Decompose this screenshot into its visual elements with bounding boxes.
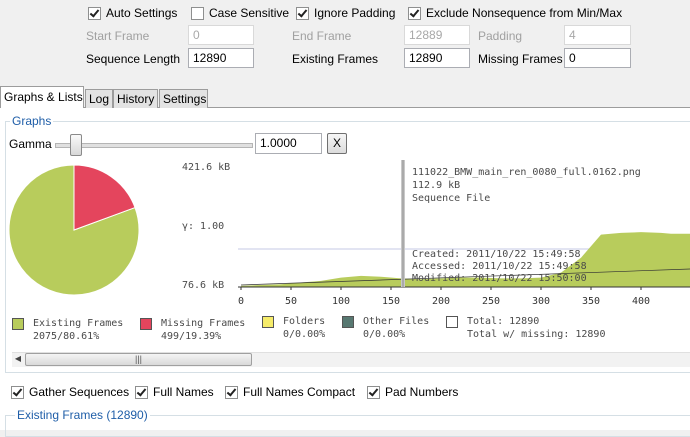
start-frame-field[interactable]: 0 [188, 25, 254, 45]
pie-chart [8, 164, 140, 296]
existing-frames-group-title: Existing Frames (12890) [15, 408, 150, 422]
ignore-padding-label: Ignore Padding [314, 6, 396, 20]
legend-missing-label: Missing Frames [161, 318, 246, 329]
legend-folders-value: 0/0.00% [283, 329, 326, 340]
gamma-value-field[interactable]: 1.0000 [255, 133, 322, 154]
full-names-label: Full Names [153, 385, 214, 399]
tab-strip-border [0, 107, 690, 108]
missing-frames-swatch [140, 318, 152, 330]
start-frame-label: Start Frame [86, 29, 150, 43]
total-swatch [446, 316, 458, 328]
scroll-left-arrow-icon[interactable]: ◀ [14, 354, 22, 363]
graphs-group-title: Graphs [10, 114, 54, 128]
ignore-padding-checkbox[interactable] [296, 7, 309, 20]
existing-frames-swatch [12, 318, 24, 330]
y-axis-top-label: 421.6 kB [182, 162, 231, 173]
scroll-thumb[interactable]: ||| [25, 353, 252, 366]
existing-frames-label: Existing Frames [292, 52, 379, 66]
gather-sequences-label: Gather Sequences [29, 385, 130, 399]
trend-line [240, 268, 690, 286]
x-tick-label: 200 [432, 296, 450, 307]
file-info-name: 111022_BMW_main_ren_0080_full.0162.png [412, 167, 641, 178]
pie-slice-missing-frames [73, 164, 136, 231]
file-info-type: Sequence File [412, 193, 491, 204]
file-info-size: 112.9 kB [412, 180, 461, 191]
exclude-nonsequence-checkbox[interactable] [408, 7, 421, 20]
auto-settings-label: Auto Settings [106, 6, 178, 20]
file-info-created: Created: 2011/10/22 15:49:58 [412, 249, 581, 260]
end-frame-field[interactable]: 12889 [404, 25, 470, 45]
legend-total-label: Total: 12890 [467, 316, 540, 327]
x-tick-label: 400 [632, 296, 650, 307]
file-info-modified: Modified: 2011/10/22 15:50:00 [412, 273, 587, 284]
full-names-compact-label: Full Names Compact [243, 385, 356, 399]
legend-other-label: Other Files [363, 316, 430, 327]
file-dates-panel: Created: 2011/10/22 15:49:58 Accessed: 2… [412, 249, 587, 285]
exclude-nonsequence-label: Exclude Nonsequence from Min/Max [426, 6, 623, 20]
full-names-checkbox[interactable] [135, 386, 148, 399]
gamma-label: Gamma [9, 137, 52, 151]
sequence-length-label: Sequence Length [86, 52, 181, 66]
other-files-swatch [342, 316, 354, 328]
pad-numbers-label: Pad Numbers [385, 385, 459, 399]
legend-existing-label: Existing Frames [33, 318, 124, 329]
x-tick-label: 100 [332, 296, 350, 307]
missing-frames-label: Missing Frames [478, 52, 563, 66]
end-frame-label: End Frame [292, 29, 352, 43]
legend-existing-value: 2075/80.61% [33, 331, 100, 342]
graphs-group-box [5, 121, 690, 373]
pad-numbers-checkbox[interactable] [367, 386, 380, 399]
gamma-indicator-label: γ: 1.00 [182, 221, 225, 232]
legend-total-value: Total w/ missing: 12890 [467, 329, 606, 340]
padding-label: Padding [478, 29, 523, 43]
file-info-accessed: Accessed: 2011/10/22 15:49:58 [412, 261, 587, 272]
padding-field[interactable]: 4 [564, 25, 631, 45]
tab-log[interactable]: Log [85, 89, 113, 108]
y-axis-bottom-label: 76.6 kB [182, 280, 225, 291]
full-names-compact-checkbox[interactable] [225, 386, 238, 399]
file-size-chart[interactable]: 0 50 100 150 200 250 300 350 400 [238, 160, 690, 312]
gamma-slider-handle[interactable] [70, 134, 82, 156]
sequence-length-field[interactable]: 12890 [188, 48, 254, 68]
x-tick-label: 350 [582, 296, 600, 307]
folders-swatch [262, 316, 274, 328]
x-tick-label: 250 [482, 296, 500, 307]
legend-other-value: 0/0.00% [363, 329, 406, 340]
x-tick-label: 0 [238, 296, 244, 307]
missing-frames-field[interactable]: 0 [564, 48, 631, 68]
file-info-panel: 111022_BMW_main_ren_0080_full.0162.png 1… [412, 166, 641, 205]
case-sensitive-checkbox[interactable] [191, 7, 204, 20]
gather-sequences-checkbox[interactable] [11, 386, 24, 399]
legend-missing-value: 499/19.39% [161, 331, 222, 342]
gamma-reset-button[interactable]: X [327, 133, 347, 154]
tab-graphs-lists[interactable]: Graphs & Lists [0, 86, 84, 108]
x-tick-label: 300 [532, 296, 550, 307]
gamma-slider-track[interactable] [55, 143, 253, 148]
tab-settings[interactable]: Settings [159, 89, 208, 108]
existing-frames-field[interactable]: 12890 [404, 48, 470, 68]
legend-folders-label: Folders [283, 316, 326, 327]
case-sensitive-label: Case Sensitive [209, 6, 290, 20]
tab-history[interactable]: History [113, 89, 158, 108]
x-tick-label: 150 [382, 296, 400, 307]
x-tick-label: 50 [285, 296, 297, 307]
auto-settings-checkbox[interactable] [88, 7, 101, 20]
